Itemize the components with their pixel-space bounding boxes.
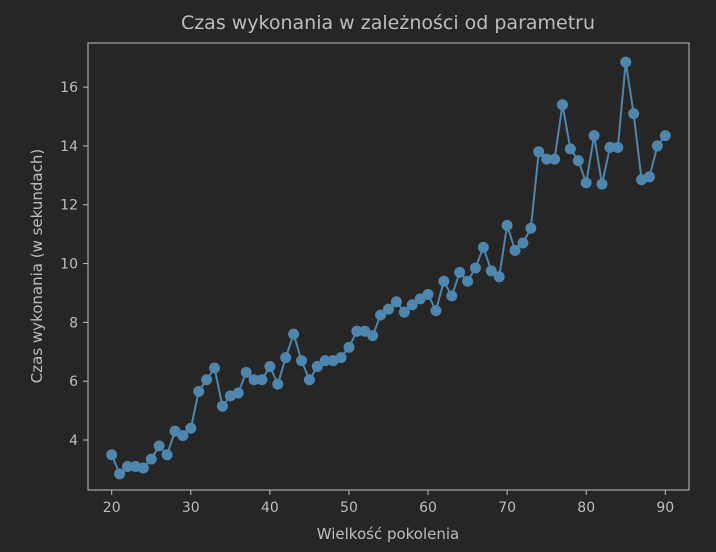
y-tick-label: 14 [60,139,78,155]
data-point [541,153,553,165]
y-axis: 4 6 8 10 12 14 16 [60,80,88,449]
x-tick-label: 60 [419,500,437,516]
data-point [185,422,197,434]
data-point [485,265,497,277]
data-point [240,366,252,378]
data-point [493,271,505,283]
y-tick-label: 12 [60,198,78,214]
data-point [343,341,355,353]
data-point [248,374,260,386]
data-point [651,140,663,152]
data-point [153,440,165,452]
data-point [643,171,655,183]
data-point [303,374,315,386]
y-axis-label: Czas wykonania (w sekundach) [28,149,46,383]
data-point [122,460,134,472]
data-point [335,352,347,364]
data-point [296,355,308,367]
data-point [469,262,481,274]
data-point [454,266,466,278]
data-point [588,130,600,142]
y-tick-label: 8 [69,315,78,331]
data-point [216,400,228,412]
x-axis-label: Wielkość pokolenia [317,525,460,543]
data-point [193,385,205,397]
data-point [533,146,545,158]
data-point [209,362,221,374]
data-point [398,306,410,318]
data-point [264,360,276,372]
x-tick-label: 70 [498,500,516,516]
data-point [137,462,149,474]
data-point [517,237,529,249]
chart-title: Czas wykonania w zależności od parametru [181,12,595,34]
data-point [525,222,537,234]
plot-area-frame [87,42,690,491]
data-point [564,143,576,155]
x-tick-label: 80 [577,500,595,516]
data-point [612,141,624,153]
data-point [430,305,442,317]
data-point [161,449,173,461]
data-point [556,99,568,111]
x-axis: 20 30 40 50 60 70 80 90 [103,490,674,516]
data-point [145,453,157,465]
y-tick-label: 6 [69,374,78,390]
data-point [311,360,323,372]
data-point [406,299,418,311]
data-point [351,325,363,337]
data-point [549,153,561,165]
data-point [106,449,118,461]
x-tick-label: 90 [656,500,674,516]
data-point [319,355,331,367]
data-point [288,328,300,340]
data-point [659,130,671,142]
data-point [438,275,450,287]
data-point [367,330,379,342]
data-point [580,177,592,189]
data-point [604,141,616,153]
y-tick-label: 10 [60,257,78,273]
data-point [375,309,387,321]
data-point [462,275,474,287]
data-point [620,56,632,68]
data-point [232,387,244,399]
data-point [509,244,521,256]
data-point [177,430,189,442]
data-point [422,288,434,300]
data-point [114,468,126,480]
data-point [446,290,458,302]
data-point [572,155,584,167]
data-point [201,374,213,386]
series-line [110,61,667,475]
data-point [383,303,394,315]
x-tick-label: 20 [103,500,121,516]
data-point [477,241,489,253]
data-point [596,178,608,190]
y-tick-label: 16 [60,80,78,96]
data-point [280,352,292,364]
data-point [628,108,640,120]
data-point [501,219,513,231]
x-tick-label: 50 [340,500,358,516]
data-point [390,296,402,308]
data-point [256,374,268,386]
data-point [272,378,284,390]
x-tick-label: 40 [261,500,279,516]
y-tick-label: 4 [69,433,78,449]
x-tick-label: 30 [182,500,200,516]
series-layer [106,56,671,480]
